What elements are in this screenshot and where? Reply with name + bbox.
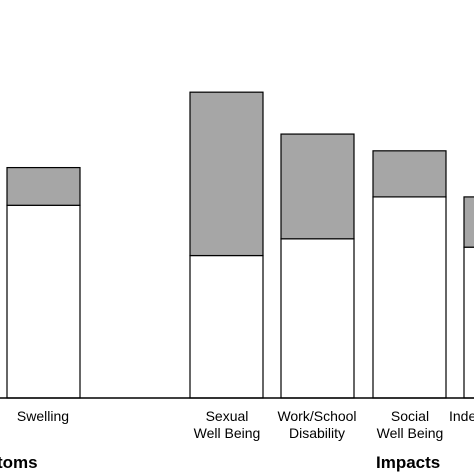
category-label-line: Disability: [289, 425, 345, 441]
category-label-3: Social Well Being: [377, 408, 444, 441]
bar-segment-upper-2: [280, 133, 355, 240]
category-label-line: Swelling: [17, 408, 69, 424]
bar-segment-upper-4: [463, 196, 474, 248]
bar-segment-lower-0: [6, 204, 81, 399]
category-label-1: Sexual Well Being: [194, 408, 261, 441]
category-label-0: Swelling: [17, 408, 69, 424]
category-label-line: Sexual: [206, 408, 249, 424]
bars-layer: [6, 91, 474, 399]
bar-segment-upper-0: [6, 166, 81, 206]
group-label-1: Impacts: [376, 453, 440, 472]
group-label-0: toms: [0, 453, 38, 472]
category-label-line: Social: [391, 408, 429, 424]
bar-segment-lower-3: [372, 196, 447, 399]
bar-segment-upper-1: [189, 91, 264, 257]
category-label-line: Well Being: [194, 425, 261, 441]
group-labels: toms Impacts: [0, 453, 440, 472]
category-label-line: Inde: [449, 408, 474, 424]
bar-segment-lower-2: [280, 238, 355, 399]
bar-segment-lower-4: [463, 246, 474, 399]
category-label-line: Work/School: [277, 408, 356, 424]
category-label-2: Work/School Disability: [277, 408, 356, 441]
category-label-4: Inde: [449, 408, 474, 424]
bar-segment-upper-3: [372, 150, 447, 198]
bar-segment-lower-1: [189, 254, 264, 399]
category-label-line: Well Being: [377, 425, 444, 441]
